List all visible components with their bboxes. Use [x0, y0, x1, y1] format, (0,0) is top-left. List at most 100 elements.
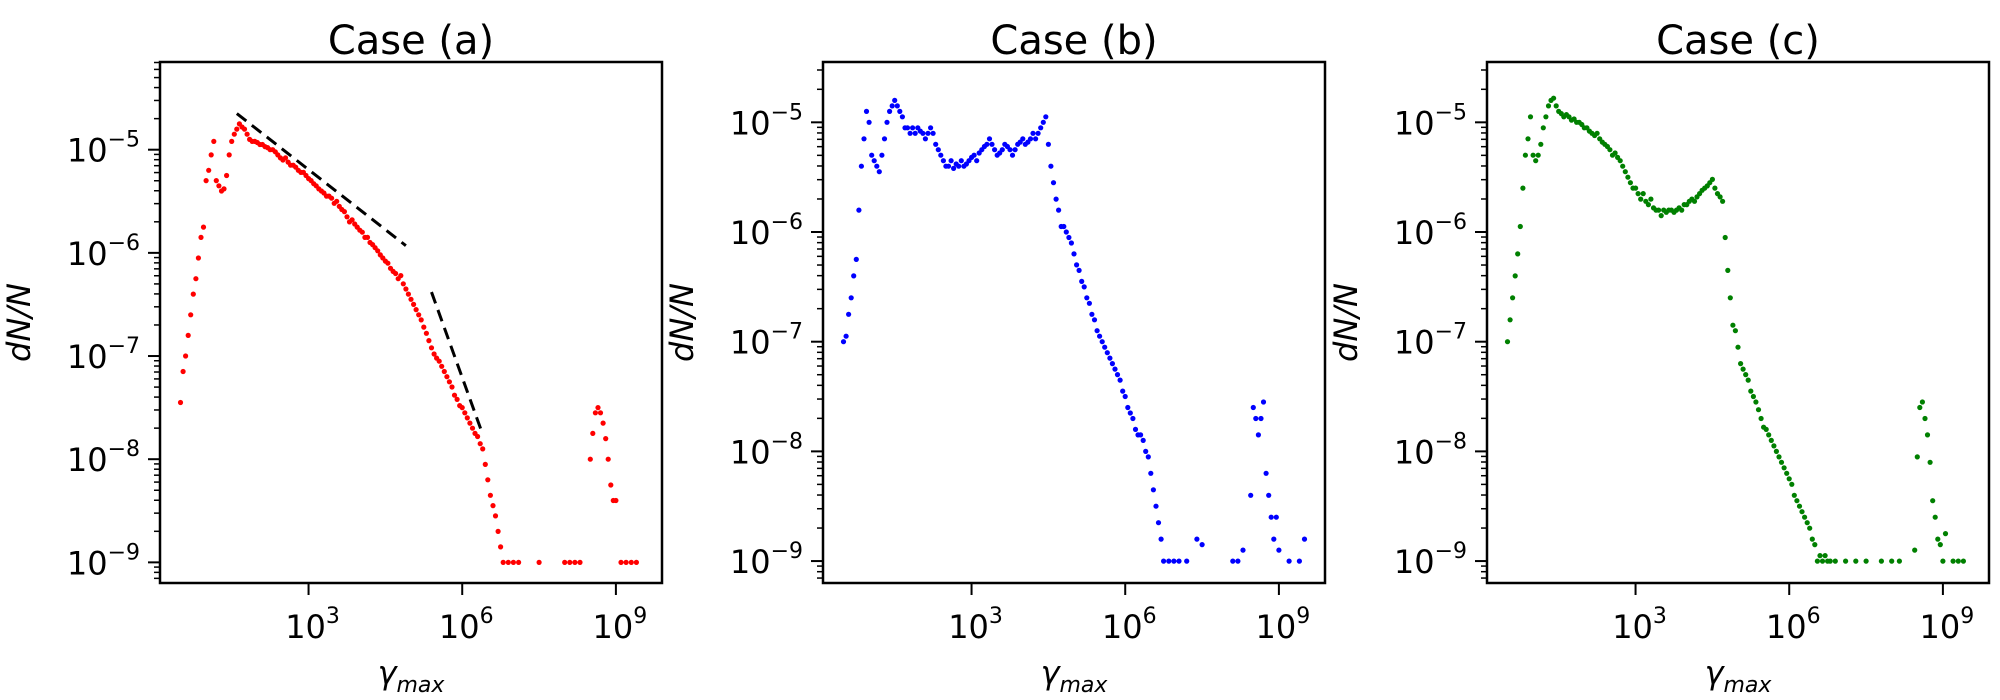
- data-point: [211, 138, 217, 144]
- data-point: [1512, 273, 1518, 279]
- y-tick-label: 10−5: [1394, 100, 1467, 142]
- data-point: [887, 108, 893, 114]
- data-point: [1199, 542, 1205, 548]
- data-point: [431, 351, 437, 357]
- data-point: [603, 436, 609, 442]
- data-point: [1155, 520, 1162, 526]
- data-point: [1937, 542, 1943, 548]
- data-point: [876, 169, 882, 175]
- data-point: [567, 559, 573, 566]
- data-point: [1081, 284, 1087, 290]
- data-point: [1766, 432, 1772, 438]
- x-tick-label: 109: [1256, 604, 1311, 646]
- data-point: [971, 152, 977, 158]
- data-point: [1743, 372, 1749, 378]
- data-point: [1786, 476, 1792, 482]
- data-point: [449, 384, 455, 390]
- data-point: [505, 559, 511, 566]
- data-point: [1745, 377, 1751, 383]
- data-point: [482, 461, 488, 467]
- data-point: [1102, 344, 1108, 350]
- data-point: [907, 130, 913, 136]
- data-point: [1758, 415, 1764, 422]
- data-point: [500, 559, 506, 566]
- data-point: [198, 234, 204, 240]
- data-point: [940, 158, 947, 164]
- data-point: [1771, 443, 1777, 449]
- data-point: [1545, 103, 1552, 109]
- data-point: [874, 163, 880, 169]
- data-point: [1796, 503, 1803, 509]
- data-point: [1648, 196, 1654, 202]
- data-point: [1194, 536, 1200, 542]
- data-point: [416, 312, 422, 318]
- data-point: [1140, 437, 1146, 443]
- data-point: [572, 559, 578, 566]
- data-point: [195, 255, 201, 261]
- data-point: [193, 276, 199, 282]
- data-point: [1122, 393, 1128, 400]
- data-point: [1112, 366, 1118, 372]
- data-point: [899, 114, 906, 120]
- data-point: [1286, 558, 1292, 564]
- data-point: [206, 167, 212, 173]
- data-point: [492, 513, 499, 519]
- data-point: [1104, 350, 1110, 356]
- data-point: [1043, 114, 1049, 120]
- data-point: [1658, 213, 1664, 219]
- data-point: [1061, 223, 1067, 230]
- data-point: [1517, 223, 1523, 230]
- y-tick-label: 10−8: [67, 437, 140, 479]
- data-point: [1086, 300, 1092, 306]
- y-tick-label: 10−8: [730, 429, 803, 471]
- data-point: [1553, 103, 1559, 109]
- data-point: [1268, 514, 1274, 520]
- data-point: [1255, 432, 1261, 438]
- data-point: [951, 165, 957, 171]
- data-point: [879, 152, 885, 158]
- data-point: [1768, 437, 1774, 443]
- data-point: [1781, 465, 1787, 471]
- data-point: [935, 147, 941, 153]
- data-point: [400, 281, 406, 287]
- data-point: [1822, 553, 1828, 559]
- data-point: [1230, 558, 1236, 564]
- data-point: [1802, 514, 1808, 520]
- data-point: [216, 183, 222, 189]
- data-point: [1273, 514, 1279, 520]
- data-point: [840, 339, 847, 345]
- x-tick-label: 109: [593, 604, 648, 646]
- data-point: [577, 559, 583, 566]
- data-point: [863, 108, 870, 114]
- data-point: [1020, 136, 1026, 142]
- data-point: [426, 338, 432, 344]
- data-point: [1924, 432, 1931, 438]
- data-point: [922, 136, 929, 142]
- data-point: [1027, 136, 1034, 142]
- data-point: [892, 97, 898, 103]
- data-point: [480, 446, 486, 452]
- data-point: [487, 492, 493, 498]
- data-point: [446, 379, 452, 385]
- data-point: [1843, 558, 1849, 564]
- data-point: [241, 126, 248, 132]
- data-point: [1094, 328, 1100, 334]
- data-point: [1896, 558, 1902, 564]
- data-point: [1635, 191, 1641, 197]
- data-point: [441, 368, 447, 375]
- data-point: [1935, 536, 1941, 542]
- data-point: [1066, 234, 1072, 241]
- data-point: [1791, 492, 1797, 498]
- data-point: [1730, 322, 1736, 328]
- data-point: [1035, 130, 1041, 136]
- power-law-guide-line: [235, 112, 407, 247]
- data-point: [613, 497, 619, 504]
- data-point: [618, 559, 624, 566]
- panel-a: 10−5 10−6 10−7 10−8 10−9 103 106 109 Case (a) γma…: [0, 18, 664, 698]
- data-point: [1048, 163, 1054, 169]
- data-point: [1125, 404, 1131, 411]
- data-point: [1171, 558, 1177, 564]
- data-point: [231, 131, 237, 137]
- data-point: [1063, 229, 1069, 235]
